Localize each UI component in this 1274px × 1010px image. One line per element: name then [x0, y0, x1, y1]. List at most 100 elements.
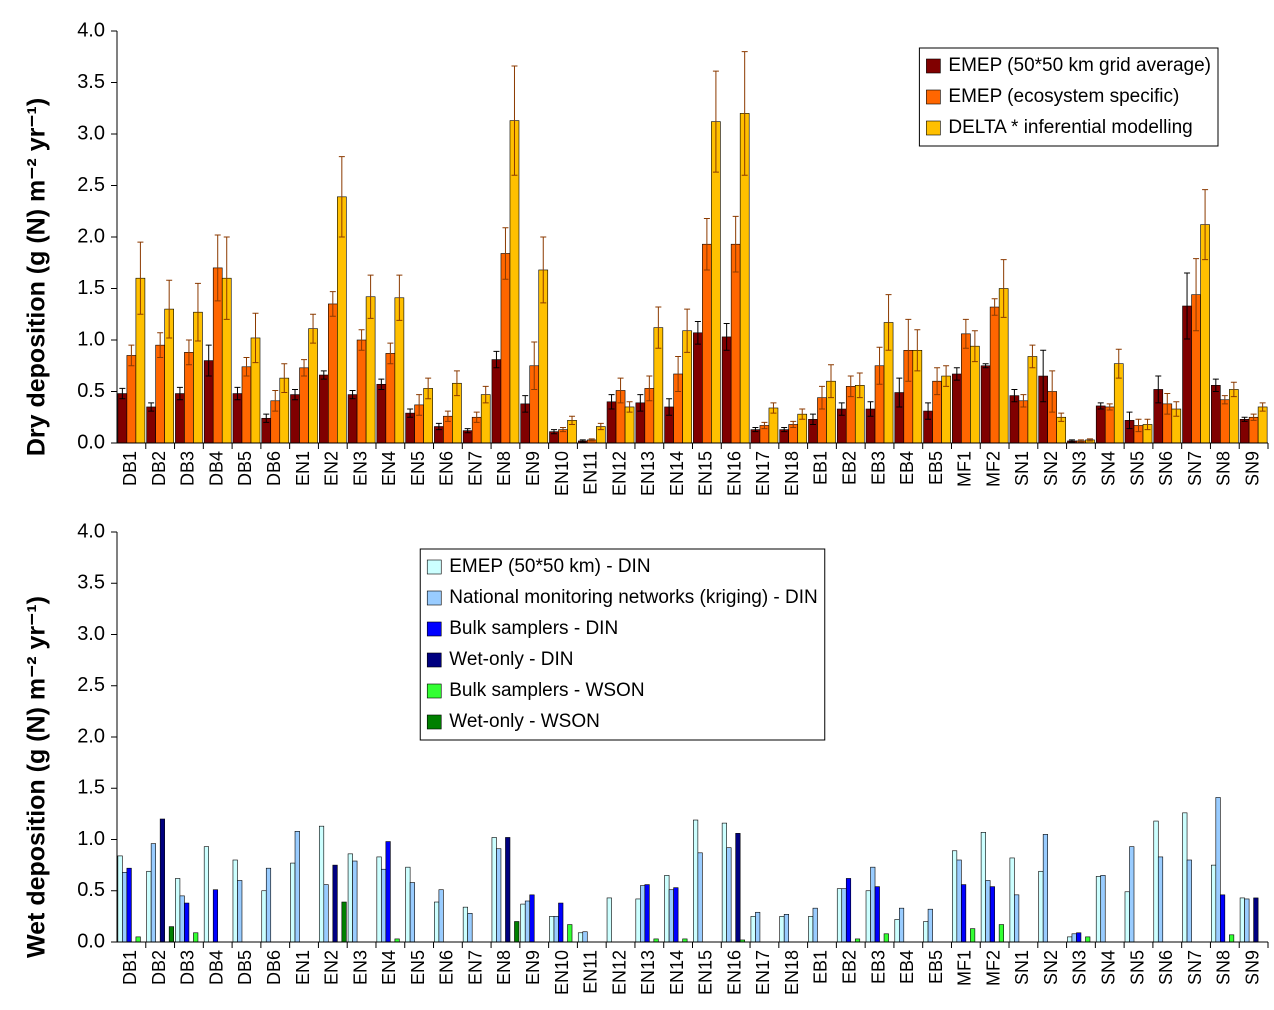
bar	[874, 886, 880, 943]
error-bar	[694, 320, 701, 345]
bar	[434, 901, 440, 943]
x-tick-label: EN8	[494, 451, 514, 486]
bar	[730, 243, 741, 444]
legend-box	[419, 548, 826, 741]
bar	[721, 822, 727, 943]
error-bar	[560, 427, 567, 433]
x-tick-label: SN9	[1242, 451, 1262, 486]
bar	[865, 890, 871, 943]
error-bar	[608, 394, 615, 410]
bar	[980, 832, 986, 943]
x-tick-label: EN7	[465, 950, 485, 985]
bar	[175, 393, 185, 444]
error-bar	[896, 377, 903, 408]
y-tick-label: 2.0	[77, 225, 105, 247]
bar	[693, 819, 699, 943]
error-bar	[597, 422, 604, 431]
bar	[1009, 857, 1015, 943]
error-bar	[867, 401, 874, 417]
error-bar	[272, 389, 279, 412]
bar	[1076, 932, 1082, 943]
error-bar	[137, 241, 144, 315]
error-bar	[655, 306, 662, 349]
x-tick-label: SN4	[1098, 950, 1118, 985]
bar	[1229, 389, 1239, 444]
error-bar	[579, 439, 586, 443]
error-bar	[214, 234, 221, 302]
bar	[381, 868, 387, 943]
bar	[1042, 834, 1048, 943]
bar	[808, 916, 814, 943]
bar	[1038, 870, 1044, 943]
bar	[779, 916, 785, 943]
bar	[184, 352, 194, 444]
bar	[1124, 891, 1130, 943]
panel: Wet deposition (g (N) m⁻² yr⁻¹) 0.0 0.5 1.0…	[23, 520, 1269, 995]
bar	[1100, 875, 1106, 943]
x-tick-label: EN5	[408, 451, 428, 486]
error-bar	[522, 395, 529, 413]
bar	[989, 306, 1000, 444]
error-bar	[1202, 189, 1209, 261]
error-bar	[1155, 375, 1162, 404]
x-tick-label: EB1	[811, 451, 831, 485]
error-bar	[666, 398, 673, 416]
bar	[126, 867, 132, 943]
x-tick-label: EB1	[811, 950, 831, 984]
bar	[409, 882, 415, 943]
bar	[491, 837, 497, 943]
error-bar	[646, 375, 653, 402]
x-tick-label: MF2	[983, 451, 1003, 487]
error-bar	[119, 387, 126, 400]
bar	[702, 243, 712, 444]
error-bar	[473, 411, 480, 423]
bar	[870, 866, 876, 943]
bar	[135, 936, 141, 943]
bar	[1220, 894, 1226, 943]
bar	[1067, 936, 1073, 943]
error-bar	[1184, 272, 1191, 340]
bar	[122, 871, 128, 943]
error-bar	[1259, 402, 1266, 412]
x-tick-label: MF1	[955, 451, 975, 487]
bar	[514, 921, 520, 943]
y-tick-label: 0.5	[77, 380, 105, 402]
bar	[845, 878, 852, 943]
legend-swatch	[926, 89, 941, 105]
bar	[952, 850, 958, 943]
error-bar	[1230, 381, 1237, 398]
legend-swatch	[926, 120, 941, 136]
bar	[294, 830, 300, 943]
error-bar	[617, 377, 624, 404]
x-tick-label: EN14	[667, 950, 687, 995]
x-tick-label: EN1	[293, 950, 313, 985]
x-tick-label: EN17	[753, 451, 773, 496]
bar	[232, 859, 238, 943]
bar	[923, 921, 929, 943]
bar	[582, 931, 588, 943]
x-tick-label: EN12	[609, 451, 629, 496]
error-bar	[1077, 439, 1084, 443]
bar	[376, 856, 382, 943]
error-bar	[493, 350, 500, 369]
bar	[970, 928, 976, 943]
x-tick-label: EN9	[523, 950, 543, 985]
x-tick-label: MF2	[983, 950, 1003, 986]
error-bar	[809, 413, 816, 425]
error-bar	[799, 408, 806, 420]
error-bar	[991, 298, 998, 316]
x-tick-label: SN6	[1156, 950, 1176, 985]
error-bar	[761, 421, 768, 430]
error-bar	[703, 217, 710, 271]
y-tick-label: 2.5	[77, 174, 105, 196]
bar	[836, 888, 843, 943]
error-bar	[185, 339, 192, 366]
bar	[721, 336, 732, 444]
bar	[673, 887, 679, 943]
bar	[577, 932, 584, 943]
legend-label: Wet-only - WSON	[449, 711, 600, 732]
y-tick-label: 1.0	[77, 828, 105, 850]
x-tick-label: DB6	[264, 950, 284, 985]
bar	[1027, 356, 1038, 444]
x-tick-label: EN16	[724, 451, 744, 496]
